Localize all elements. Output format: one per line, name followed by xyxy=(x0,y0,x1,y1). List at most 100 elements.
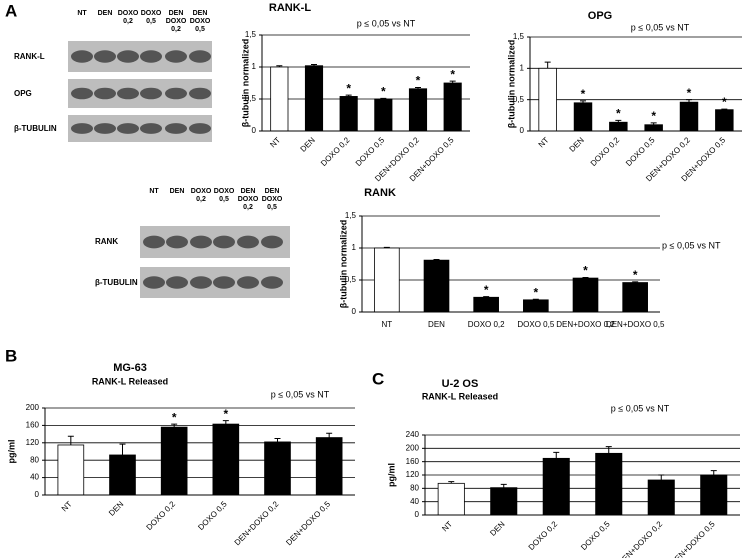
y-tick-label: 0 xyxy=(352,307,357,316)
lane-label: NT xyxy=(77,10,87,17)
y-tick-label: 0 xyxy=(35,490,40,499)
x-tick-label: DOXO 0,2 xyxy=(145,499,178,532)
error-bar xyxy=(119,443,126,455)
bar xyxy=(700,474,728,516)
y-tick-label: 1 xyxy=(520,63,525,72)
bar xyxy=(644,124,663,132)
blot-band xyxy=(166,235,188,249)
x-tick-label: DEN xyxy=(568,135,586,153)
y-tick-label: 120 xyxy=(406,470,420,479)
panel-label: C xyxy=(372,369,384,388)
significance-marker: * xyxy=(381,85,386,99)
y-tick-label: 240 xyxy=(406,430,420,439)
row-label: β-TUBULIN xyxy=(95,277,138,287)
error-bar xyxy=(311,63,317,66)
bar xyxy=(572,277,599,313)
x-tick-label: NT xyxy=(440,519,454,533)
significance-marker: * xyxy=(722,95,727,109)
error-bar xyxy=(448,481,455,484)
blot-band xyxy=(190,276,212,289)
significance-marker: * xyxy=(633,268,638,282)
error-bar xyxy=(171,423,178,428)
blot-band xyxy=(140,50,162,63)
blot-band xyxy=(165,87,187,100)
x-tick-label: DEN+DOXO 0,5 xyxy=(284,499,332,547)
bar xyxy=(473,296,499,313)
y-tick-label: 0,5 xyxy=(513,95,525,104)
blot-band xyxy=(117,87,139,100)
error-bar xyxy=(650,122,657,125)
y-tick-label: 1,5 xyxy=(513,32,525,41)
y-tick-label: 0 xyxy=(252,126,257,135)
x-tick-label: DEN xyxy=(488,519,506,537)
significance-marker: * xyxy=(172,410,177,424)
error-bar xyxy=(415,86,421,89)
error-bar xyxy=(721,108,728,110)
bar xyxy=(437,482,465,516)
row-label: RANK xyxy=(95,237,119,246)
x-tick-label: NT xyxy=(60,499,74,513)
x-tick-label: DEN xyxy=(299,135,317,153)
y-tick-label: 200 xyxy=(406,443,420,452)
blot-band xyxy=(237,235,259,249)
chart-title: RANK xyxy=(364,187,396,199)
blot-band xyxy=(140,87,162,100)
y-tick-label: 160 xyxy=(406,457,420,466)
note: p ≤ 0,05 vs NT xyxy=(662,240,721,250)
error-bar xyxy=(483,296,490,298)
blot-band xyxy=(189,87,211,100)
bar xyxy=(408,88,428,132)
bar xyxy=(443,82,462,132)
blot-band xyxy=(94,123,116,134)
lane-label: DEN DOXO 0,2 xyxy=(237,188,259,211)
row-label: β-TUBULIN xyxy=(14,123,57,133)
error-bar xyxy=(632,281,639,283)
chart-title: MG-63 xyxy=(113,362,147,374)
y-tick-label: 40 xyxy=(410,497,419,506)
y-tick-label: 80 xyxy=(30,455,39,464)
x-tick-label: DEN xyxy=(428,320,445,329)
error-bar xyxy=(710,470,717,475)
x-tick-label: DEN+DOXO 0,2 xyxy=(233,499,281,547)
y-tick-label: 160 xyxy=(26,421,40,430)
note: p ≤ 0,05 vs NT xyxy=(357,18,416,28)
error-bar xyxy=(222,420,229,425)
y-axis-label: β-tubulin normalized xyxy=(240,39,250,128)
bar xyxy=(715,109,734,132)
y-tick-label: 0,5 xyxy=(245,94,257,103)
y-tick-label: 80 xyxy=(410,483,419,492)
lane-label: DOXO 0,2 xyxy=(117,10,139,25)
blot-band xyxy=(117,123,139,134)
y-tick-label: 0 xyxy=(415,510,420,519)
blot-band xyxy=(71,123,93,134)
bar xyxy=(264,441,291,496)
error-bar xyxy=(580,100,586,103)
lane-label: DOXO 0,5 xyxy=(140,10,162,25)
significance-marker: * xyxy=(533,285,538,299)
blot-band xyxy=(213,276,235,289)
x-tick-label: DOXO 0,5 xyxy=(196,499,229,532)
blot-band xyxy=(71,87,93,100)
bar xyxy=(109,454,136,496)
error-bar xyxy=(326,432,333,438)
x-tick-label: DEN+DOXO 0,2 xyxy=(616,519,664,558)
error-bar xyxy=(345,94,352,97)
lane-label: DEN xyxy=(169,188,185,195)
error-bar xyxy=(433,259,440,261)
error-bar xyxy=(582,276,589,279)
x-tick-label: DEN xyxy=(107,499,125,517)
y-tick-label: 1 xyxy=(352,243,357,252)
x-tick-label: DOXO 0,2 xyxy=(319,135,352,168)
significance-marker: * xyxy=(583,264,588,278)
significance-marker: * xyxy=(346,81,351,95)
significance-marker: * xyxy=(223,407,228,421)
chart-title: U-2 OS xyxy=(442,378,479,390)
bar xyxy=(538,67,557,132)
y-tick-label: 200 xyxy=(26,403,40,412)
note: p ≤ 0,05 vs NT xyxy=(631,22,690,32)
blot-band xyxy=(71,50,93,63)
blot-band xyxy=(143,276,165,289)
error-bar xyxy=(605,446,612,454)
significance-marker: * xyxy=(484,283,489,297)
